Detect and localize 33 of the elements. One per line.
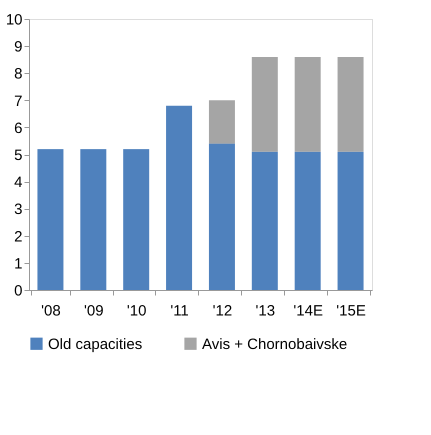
bar (123, 149, 150, 290)
y-tick-label: 4 (14, 174, 22, 192)
legend-label: Old capacities (48, 336, 142, 353)
bar (338, 56, 364, 152)
bar (338, 152, 364, 290)
x-tick-label: '09 (84, 302, 104, 320)
y-tick-label: 3 (14, 201, 22, 218)
x-tick-label: '12 (212, 302, 232, 320)
y-tick-label: 8 (14, 66, 22, 83)
y-tick-label: 7 (14, 92, 22, 110)
bar (166, 106, 192, 290)
bar (294, 56, 321, 152)
y-tick-label: 2 (14, 228, 22, 246)
legend-label: Avis + Chornobaivske (202, 336, 348, 353)
x-tick-label: '13 (256, 302, 276, 320)
bar (208, 144, 235, 290)
y-tick-label: 6 (14, 120, 22, 137)
bar (37, 149, 64, 290)
y-tick-label: 5 (14, 147, 22, 164)
y-tick-label: 9 (14, 38, 22, 56)
bar (252, 152, 278, 290)
x-tick-label: '10 (126, 302, 146, 320)
x-tick-label: '08 (41, 302, 61, 320)
bar (252, 56, 278, 152)
x-tick-label: '15E (336, 302, 366, 320)
y-tick-label: 10 (6, 12, 22, 28)
y-tick-label: 1 (14, 255, 22, 272)
bar (208, 100, 235, 144)
y-tick-label: 0 (14, 282, 22, 300)
x-tick-label: '11 (170, 302, 189, 320)
bar (294, 152, 321, 290)
x-tick-label: '14E (293, 302, 323, 320)
bar (80, 149, 106, 290)
